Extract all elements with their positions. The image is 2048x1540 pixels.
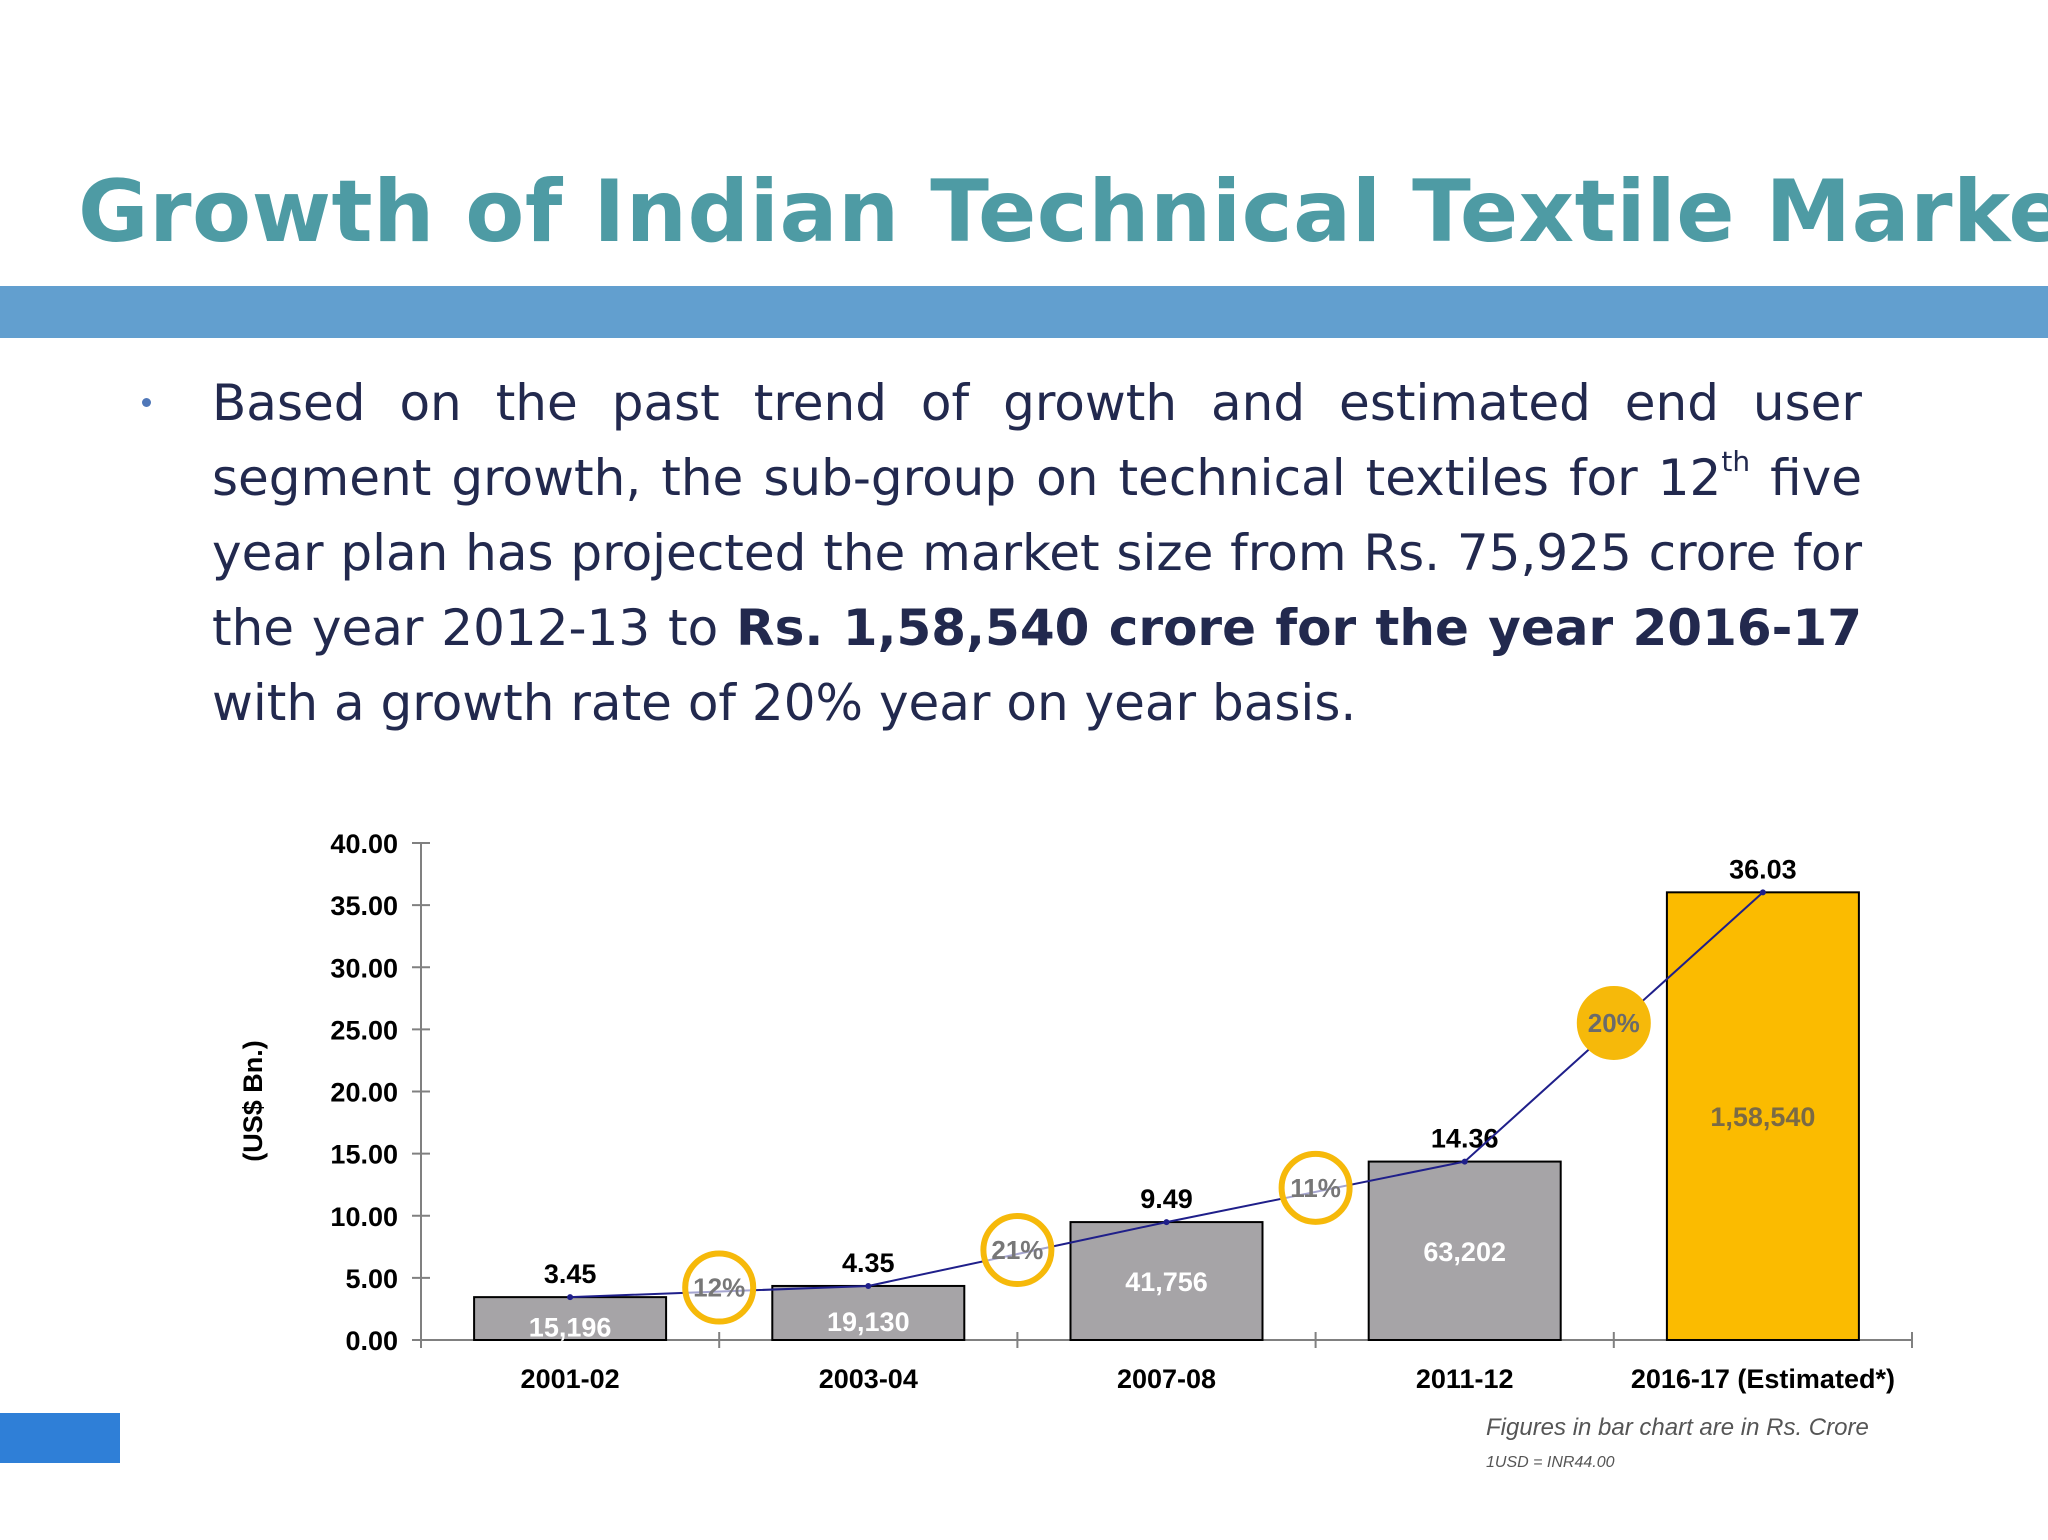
growth-rate-circle: [980, 1213, 1055, 1288]
trend-point: [865, 1282, 872, 1289]
bar-inner-label: 63,202: [1423, 1237, 1506, 1267]
y-tick-label: 10.00: [330, 1202, 398, 1232]
growth-rate-label: 11%: [1290, 1173, 1341, 1203]
y-tick-label: 15.00: [330, 1140, 398, 1170]
bar-value-label: 9.49: [1140, 1184, 1193, 1214]
bar: [1665, 891, 1860, 1342]
bar-inner-label: 1,58,540: [1710, 1102, 1815, 1132]
growth-rate-label: 12%: [693, 1273, 745, 1303]
bar: [1069, 1221, 1264, 1342]
bullet-text-3: with a growth rate of 20% year on year b…: [212, 674, 1357, 732]
bar-inner-label: 19,130: [827, 1307, 910, 1337]
bullet-bold-text: Rs. 1,58,540 crore for the year 2016-17: [736, 599, 1862, 657]
trend-point: [1759, 889, 1766, 896]
growth-rate-label: 20%: [1588, 1008, 1640, 1038]
trend-point: [1163, 1219, 1170, 1226]
bar: [473, 1296, 668, 1342]
y-tick-label: 5.00: [345, 1264, 398, 1294]
corner-accent-block: [0, 1413, 120, 1463]
bullet-text-1: Based on the past trend of growth and es…: [212, 374, 1862, 507]
trend-point: [1461, 1158, 1468, 1165]
bullet-superscript: th: [1721, 445, 1751, 478]
bullet-text-2: five year plan has projected the market …: [212, 449, 1862, 657]
bar-inner-label: 41,756: [1125, 1267, 1208, 1297]
growth-rate-circle: [1278, 1150, 1353, 1225]
y-axis-title: (US$ Bn.): [238, 1040, 268, 1162]
bullet-dot: [142, 398, 151, 407]
y-tick-label: 0.00: [345, 1326, 398, 1356]
x-category-label: 2001-02: [521, 1364, 620, 1394]
x-category-label: 2007-08: [1117, 1364, 1216, 1394]
title-band: [0, 286, 2048, 338]
x-category-label: 2003-04: [819, 1364, 918, 1394]
y-tick-label: 35.00: [330, 891, 398, 921]
growth-rate-circle: [1576, 985, 1651, 1060]
growth-rate-label: 21%: [991, 1235, 1043, 1265]
y-tick-label: 25.00: [330, 1015, 398, 1045]
y-tick-label: 30.00: [330, 953, 398, 983]
bar-value-label: 36.03: [1729, 854, 1797, 884]
y-tick-label: 20.00: [330, 1078, 398, 1108]
bar-inner-label: 15,196: [529, 1313, 612, 1343]
bar-value-label: 3.45: [544, 1259, 597, 1289]
slide-title: Growth of Indian Technical Textile Marke…: [78, 162, 2048, 262]
bar-value-label: 14.36: [1431, 1124, 1499, 1154]
footnote-exchange-rate: 1USD = INR44.00: [1486, 1454, 1615, 1471]
bar: [771, 1284, 966, 1342]
x-category-label: 2016-17 (Estimated*): [1631, 1364, 1895, 1394]
growth-rate-circle: [682, 1250, 757, 1325]
footnote-units: Figures in bar chart are in Rs. Crore: [1486, 1414, 1869, 1441]
trend-point: [567, 1294, 574, 1301]
x-category-label: 2011-12: [1416, 1364, 1514, 1394]
bar-value-label: 4.35: [842, 1248, 895, 1278]
bar: [1367, 1160, 1562, 1342]
y-tick-label: 40.00: [330, 829, 398, 859]
bullet-paragraph: Based on the past trend of growth and es…: [212, 366, 1862, 741]
